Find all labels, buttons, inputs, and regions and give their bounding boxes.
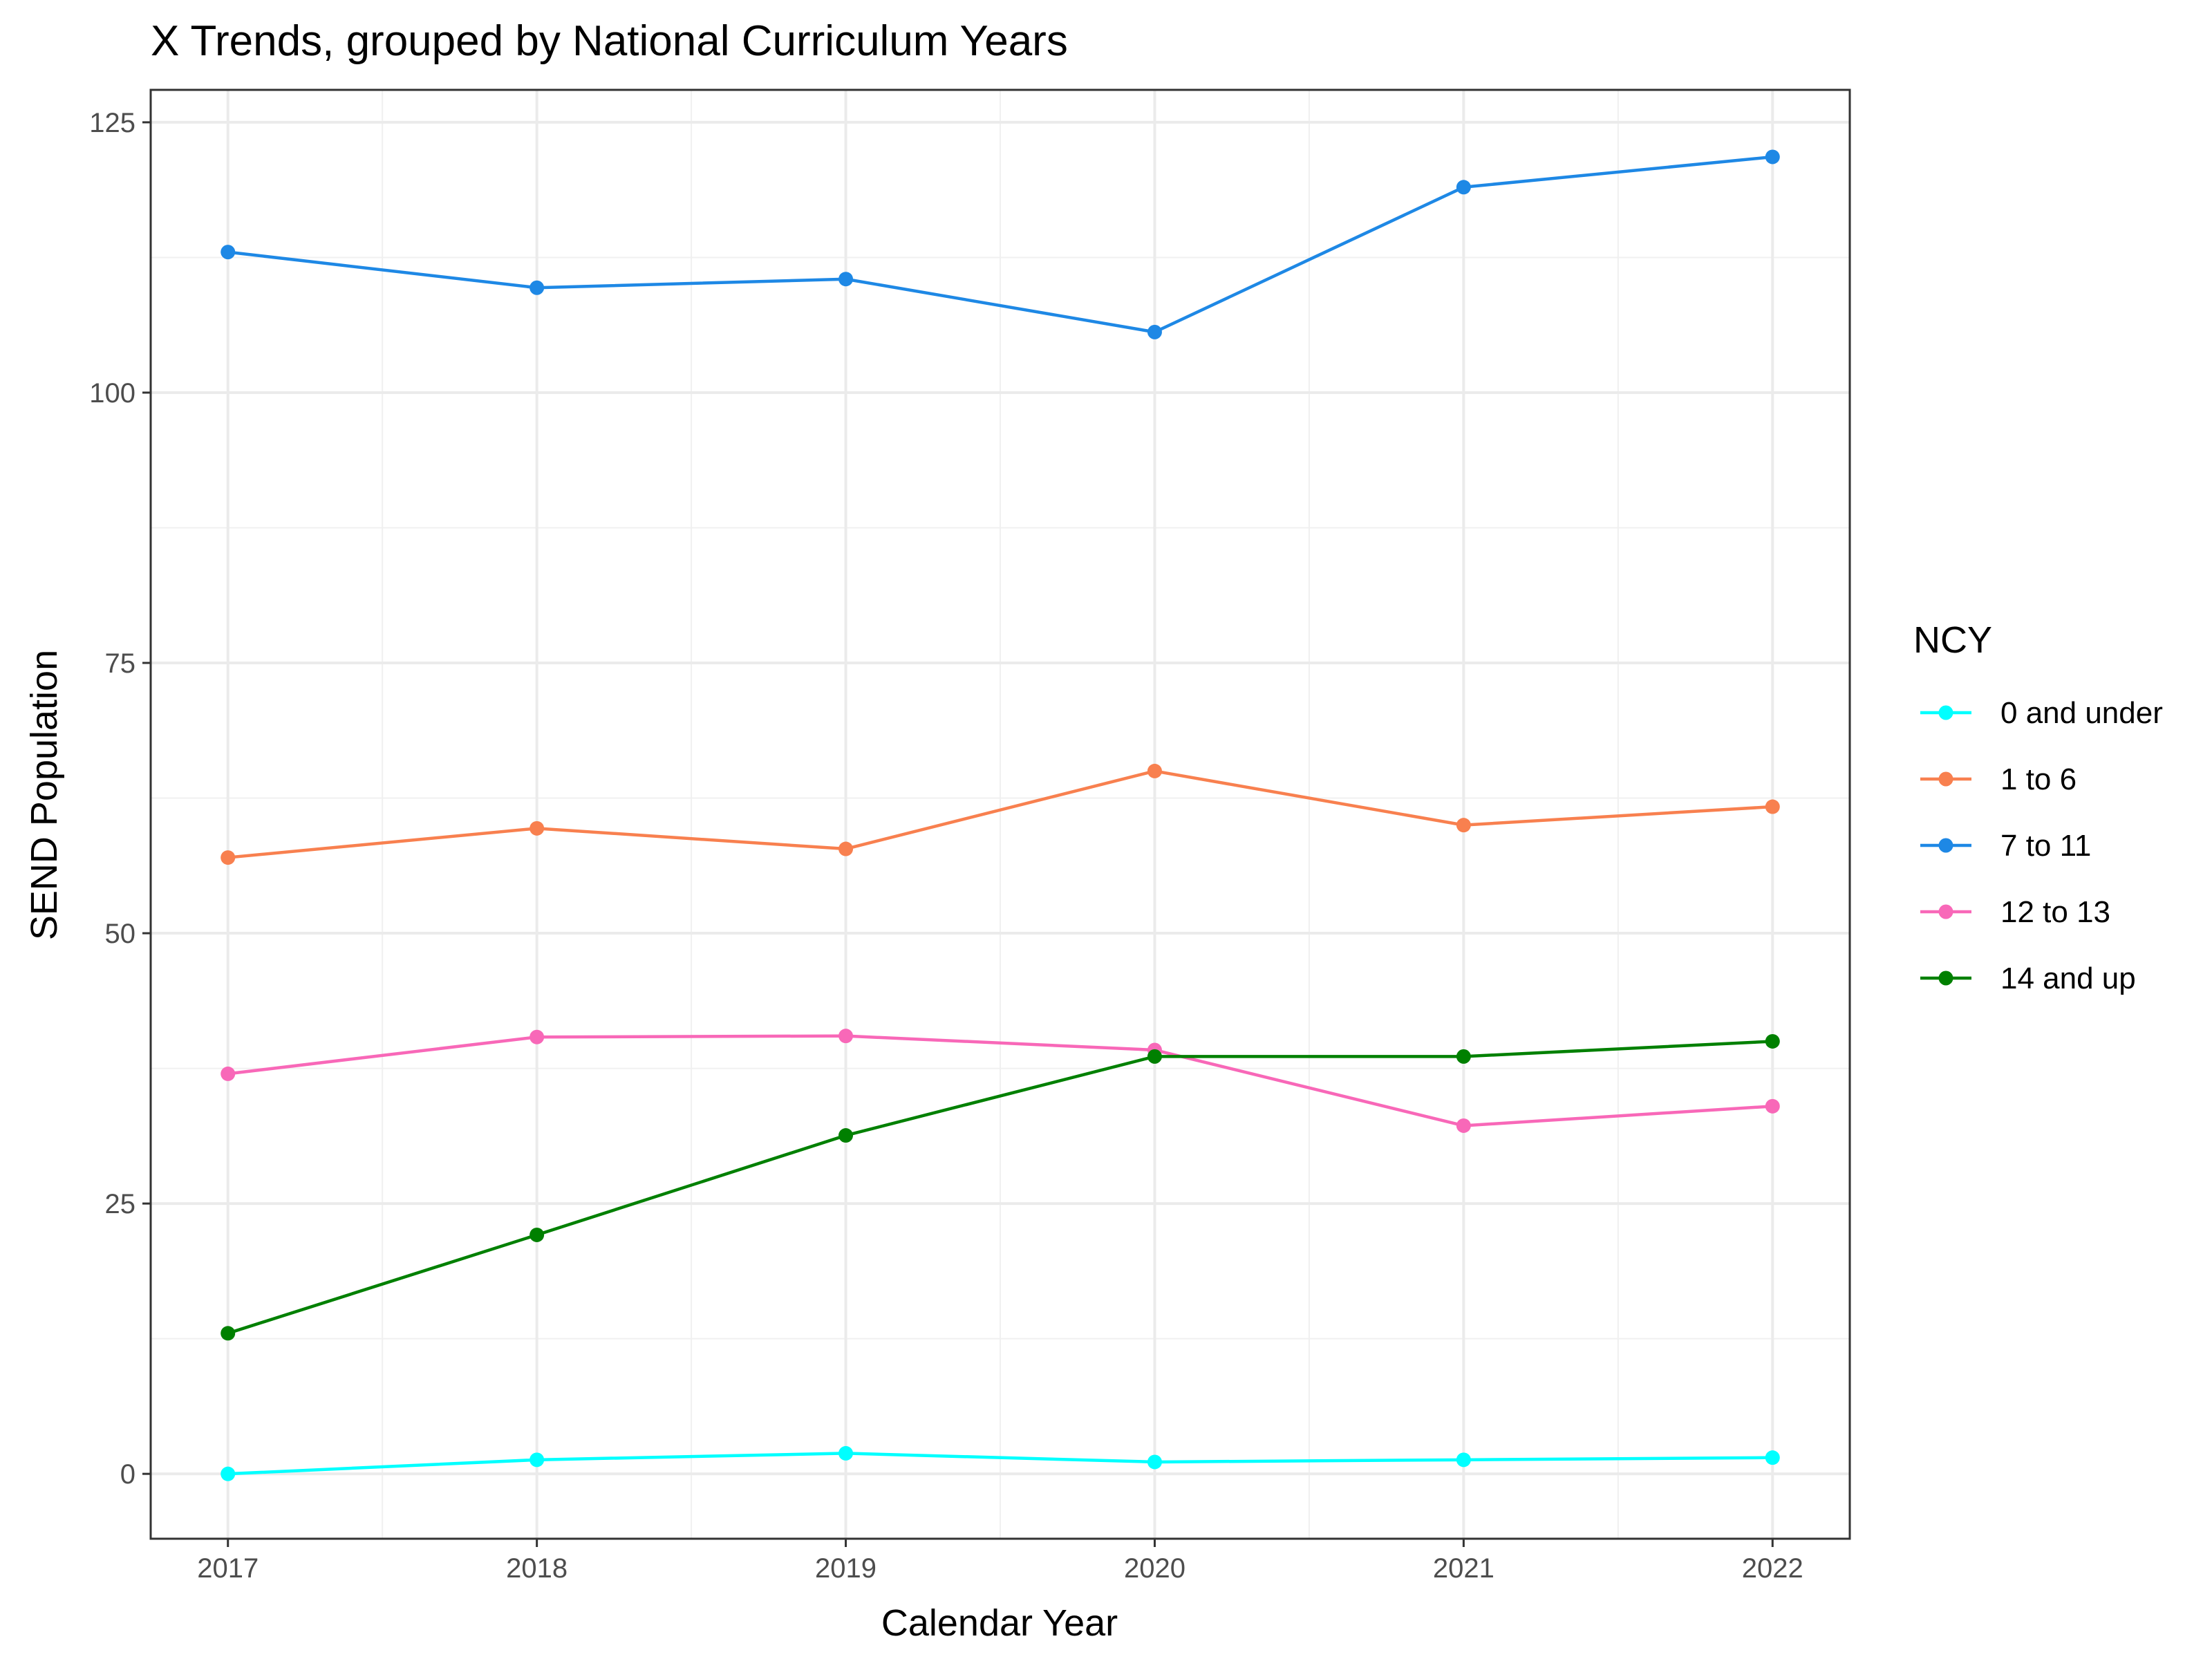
data-point: [221, 850, 236, 865]
series-line: [227, 155, 1773, 334]
data-point: [529, 821, 545, 836]
series-line: [227, 769, 1773, 859]
data-point: [1765, 799, 1780, 814]
data-point: [529, 1452, 545, 1468]
data-point: [1765, 1450, 1780, 1465]
y-tick-label: 0: [120, 1459, 135, 1490]
y-tick-label: 75: [105, 648, 136, 679]
data-point: [221, 1066, 236, 1081]
legend-key-point: [1938, 838, 1953, 853]
legend-key-point: [1938, 904, 1953, 919]
data-point: [1765, 1098, 1780, 1114]
series-line: [227, 1034, 1773, 1127]
data-point: [529, 1029, 545, 1044]
grid-minor: [151, 90, 1850, 1539]
data-point: [1456, 1118, 1471, 1133]
legend-label: 14 and up: [2000, 962, 2136, 995]
series-layer: [221, 149, 1780, 1481]
data-point: [221, 1466, 236, 1481]
x-axis-title: Calendar Year: [881, 1602, 1118, 1644]
legend-label: 0 and under: [2000, 696, 2163, 730]
series-0-and-under: [221, 1445, 1780, 1481]
data-point: [1456, 818, 1471, 833]
y-tick-label: 100: [89, 378, 135, 409]
legend-key-point: [1938, 705, 1953, 720]
legend-title: NCY: [1913, 619, 1992, 661]
legend-item: 0 and under: [1920, 696, 2163, 730]
data-point: [529, 1227, 545, 1242]
legend-item: 14 and up: [1920, 962, 2136, 995]
data-point: [1765, 1033, 1780, 1049]
data-point: [838, 1445, 854, 1461]
legend-item: 1 to 6: [1920, 762, 2077, 796]
data-point: [838, 272, 854, 287]
legend-item: 7 to 11: [1920, 829, 2091, 863]
legend: NCY 0 and under 1 to 6 7 to 11 12 to 13 14 a…: [1913, 619, 2163, 995]
x-tick-label: 2021: [1433, 1553, 1494, 1584]
series-line: [227, 1040, 1773, 1335]
data-point: [838, 1029, 854, 1044]
legend-label: 12 to 13: [2000, 895, 2110, 929]
x-tick-label: 2022: [1742, 1553, 1803, 1584]
y-tick-label: 50: [105, 919, 136, 949]
y-axis-title: SEND Population: [24, 650, 65, 940]
plot-panel-border: [149, 88, 1851, 1540]
data-point: [1147, 324, 1162, 339]
data-point: [1456, 1049, 1471, 1064]
series-1-to-6: [221, 763, 1780, 865]
y-tick-label: 125: [89, 108, 135, 138]
series-line: [227, 1452, 1773, 1476]
y-axis: 0 25 50 75 100 125: [89, 108, 151, 1490]
y-tick-label: 25: [105, 1189, 136, 1219]
data-point: [1765, 149, 1780, 165]
series-7-to-11: [221, 149, 1780, 339]
legend-item: 12 to 13: [1920, 895, 2110, 929]
data-point: [1456, 1452, 1471, 1468]
legend-key-point: [1938, 971, 1953, 986]
data-point: [221, 1326, 236, 1341]
x-tick-label: 2019: [815, 1553, 877, 1584]
series-14-and-up: [221, 1033, 1780, 1341]
data-point: [1147, 1049, 1162, 1064]
data-point: [1147, 1454, 1162, 1470]
legend-label: 7 to 11: [2000, 829, 2091, 863]
legend-label: 1 to 6: [2000, 762, 2077, 796]
data-point: [1147, 763, 1162, 778]
chart-title: X Trends, grouped by National Curriculum…: [151, 17, 1068, 65]
x-tick-label: 2020: [1124, 1553, 1185, 1584]
data-point: [838, 1128, 854, 1143]
data-point: [221, 245, 236, 260]
grid-major: [151, 90, 1850, 1539]
x-tick-label: 2017: [197, 1553, 259, 1584]
x-tick-label: 2018: [506, 1553, 568, 1584]
data-point: [838, 841, 854, 856]
data-point: [529, 280, 545, 295]
x-axis: 2017 2018 2019 2020 2021 2022: [197, 1539, 1803, 1584]
data-point: [1456, 180, 1471, 195]
legend-key-point: [1938, 771, 1953, 787]
